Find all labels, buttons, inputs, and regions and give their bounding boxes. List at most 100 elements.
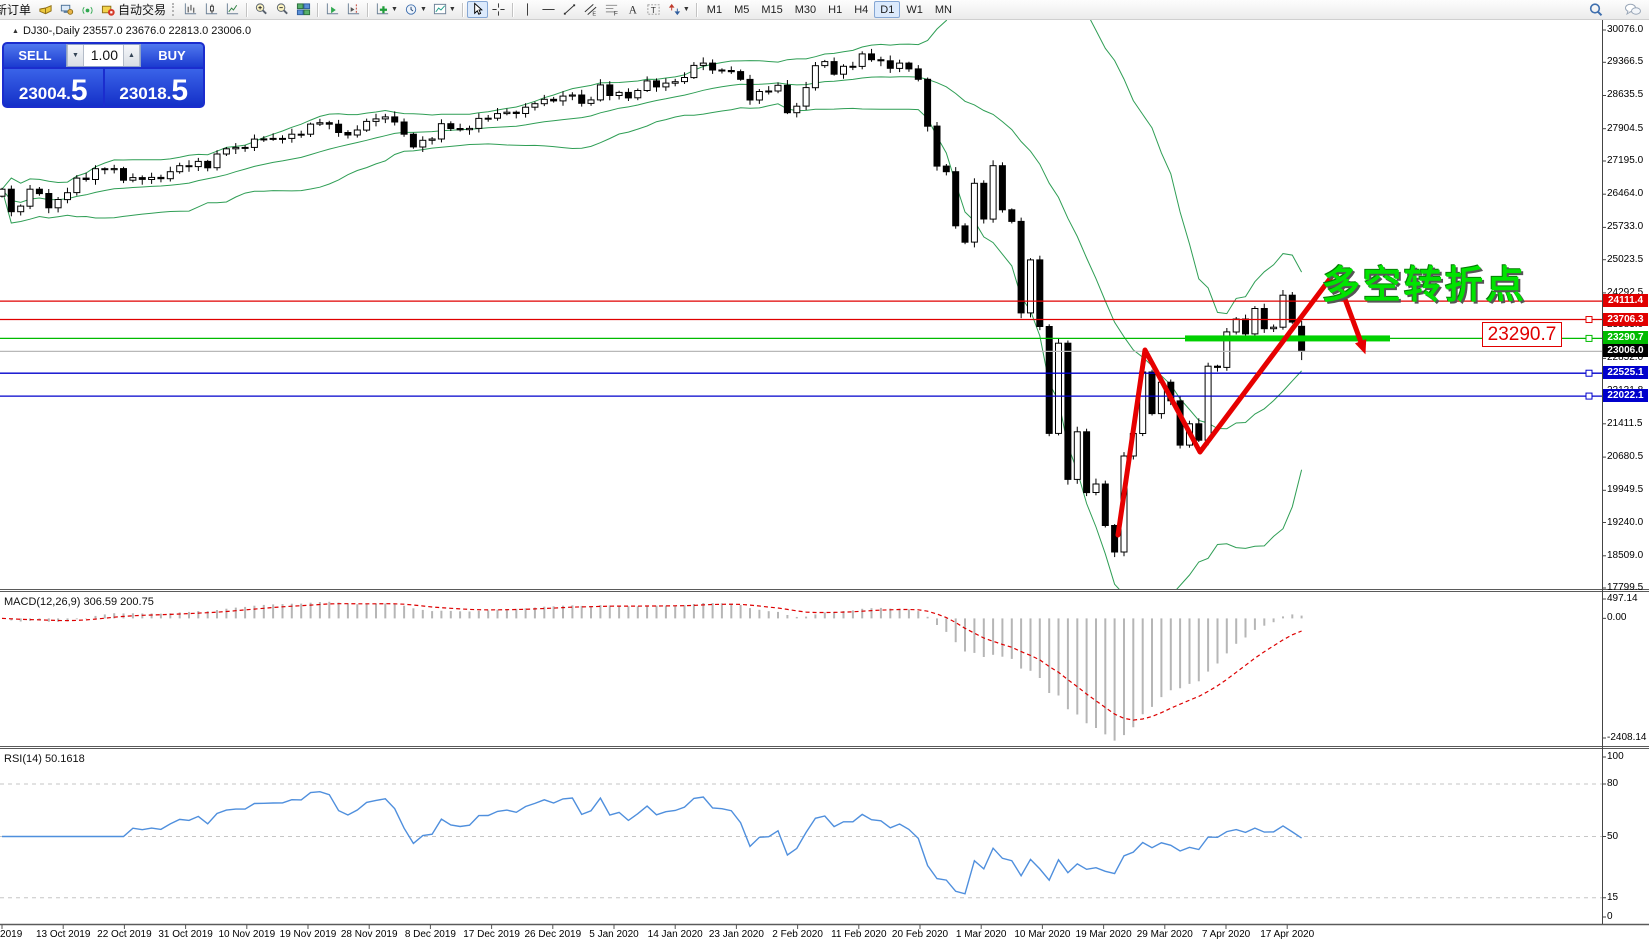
zoom-out-icon xyxy=(276,3,288,15)
sell-price-frac: 5 xyxy=(70,74,88,107)
channel-button[interactable]: E xyxy=(580,1,601,18)
candle xyxy=(466,125,473,135)
buy-price-frac: 5 xyxy=(171,74,189,107)
toolbar-separator xyxy=(511,2,514,17)
candle xyxy=(811,62,819,91)
book-icon xyxy=(39,5,52,15)
price-line-22525.1[interactable] xyxy=(0,369,1602,377)
market-watch-button[interactable] xyxy=(56,1,77,18)
search-button[interactable] xyxy=(1585,1,1607,18)
candle xyxy=(428,137,436,145)
candlestick-chart-button[interactable] xyxy=(201,1,222,18)
horizontal-line-button[interactable] xyxy=(538,1,559,18)
volume-decrease-button[interactable]: ▼ xyxy=(67,45,84,66)
fibonacci-button[interactable]: F xyxy=(601,1,622,18)
candle xyxy=(606,81,614,101)
svg-text:A: A xyxy=(629,4,638,16)
zoom-in-button[interactable] xyxy=(251,1,272,18)
candle xyxy=(615,90,623,100)
macd-label: MACD(12,26,9) 306.59 200.75 xyxy=(4,596,154,608)
cursor-button[interactable] xyxy=(466,1,488,18)
indicators-button[interactable]: ▼ xyxy=(430,1,459,18)
new-order-button[interactable]: 新订单 xyxy=(0,3,32,17)
chart-shift-button[interactable] xyxy=(343,1,364,18)
candle xyxy=(363,118,371,132)
candle xyxy=(419,136,427,152)
vertical-line-button[interactable] xyxy=(517,1,538,18)
candle xyxy=(45,189,53,214)
candle xyxy=(896,59,904,73)
autotrade-button[interactable]: 自动交易 xyxy=(98,1,169,18)
candle xyxy=(222,147,230,156)
sell-price-button[interactable]: 23004. 5 xyxy=(4,69,103,106)
buy-button[interactable]: BUY xyxy=(141,44,203,67)
macd-signal-line xyxy=(1,603,1302,721)
timeframe-mn-button[interactable]: MN xyxy=(934,3,952,16)
vertical-line-icon xyxy=(526,3,528,16)
buy-price-button[interactable]: 23018. 5 xyxy=(104,69,203,107)
candle xyxy=(279,135,286,144)
price-line-22022.1[interactable] xyxy=(0,392,1602,400)
trendline-button[interactable] xyxy=(559,1,580,18)
text-icon: A xyxy=(629,4,638,16)
candle xyxy=(802,81,810,110)
sell-button[interactable]: SELL xyxy=(4,44,66,67)
timeframe-h1-button[interactable]: H1 xyxy=(828,3,843,16)
candle xyxy=(35,187,43,196)
candle xyxy=(634,88,642,101)
candle xyxy=(765,86,773,95)
tile-windows-button[interactable] xyxy=(293,1,314,18)
zoom-out-button[interactable] xyxy=(272,1,293,18)
chat-button[interactable] xyxy=(1621,1,1645,18)
candle xyxy=(690,62,698,79)
text-button[interactable]: A xyxy=(622,1,643,18)
volume-increase-button[interactable]: ▲ xyxy=(123,45,140,66)
timeframe-m5-button[interactable]: M5 xyxy=(734,3,750,16)
timeframe-w1-button[interactable]: W1 xyxy=(906,3,923,16)
signals-button[interactable] xyxy=(77,1,98,18)
candle xyxy=(849,61,857,71)
crosshair-button[interactable] xyxy=(488,1,509,18)
autotrade-label: 自动交易 xyxy=(118,3,167,17)
candle xyxy=(101,167,109,175)
candle xyxy=(970,178,978,248)
new-chart-button[interactable]: ▼ xyxy=(372,1,401,18)
turning-point-annotation[interactable]: 多空转折点 xyxy=(1322,263,1528,307)
candle xyxy=(494,108,501,121)
history-center-button[interactable] xyxy=(35,1,56,18)
price-annotation-box[interactable]: 23290.7 xyxy=(1482,322,1562,347)
candle xyxy=(344,130,352,139)
candle xyxy=(1101,480,1109,528)
label-button[interactable]: T xyxy=(643,1,664,18)
auto-scroll-button[interactable] xyxy=(322,1,343,18)
candle xyxy=(250,134,258,151)
candle xyxy=(297,130,305,138)
fibonacci-icon: F xyxy=(605,4,618,17)
line-chart-button[interactable] xyxy=(222,1,243,18)
candle xyxy=(699,57,707,71)
candle xyxy=(1055,338,1062,436)
candle xyxy=(82,172,90,182)
horizontal-line-icon xyxy=(542,9,555,10)
candle xyxy=(110,164,118,174)
candle xyxy=(64,187,71,204)
timeframe-h4-button[interactable]: H4 xyxy=(854,3,869,16)
candle xyxy=(194,157,202,171)
timeframe-m1-button[interactable]: M1 xyxy=(706,3,723,16)
timeframe-m15-button[interactable]: M15 xyxy=(761,3,783,16)
candle xyxy=(1027,258,1034,318)
timeframe-m30-button[interactable]: M30 xyxy=(794,3,817,16)
bar-chart-button[interactable] xyxy=(180,1,201,18)
zigzag-arrow-annotation[interactable] xyxy=(1115,269,1367,538)
candle xyxy=(774,82,782,94)
candle xyxy=(793,102,801,118)
arrows-button[interactable]: ▼ xyxy=(664,1,693,18)
monitor-icon xyxy=(60,4,74,15)
volume-value[interactable]: 1.00 xyxy=(90,47,118,63)
price-line-23706.3[interactable] xyxy=(0,316,1602,324)
volume-stepper: ▼ 1.00 ▲ xyxy=(66,44,141,67)
arrows-icon xyxy=(668,3,680,16)
periods-button[interactable]: ▼ xyxy=(401,1,430,18)
timeframe-d1-button[interactable]: D1 xyxy=(874,1,901,18)
candle xyxy=(1288,292,1296,324)
